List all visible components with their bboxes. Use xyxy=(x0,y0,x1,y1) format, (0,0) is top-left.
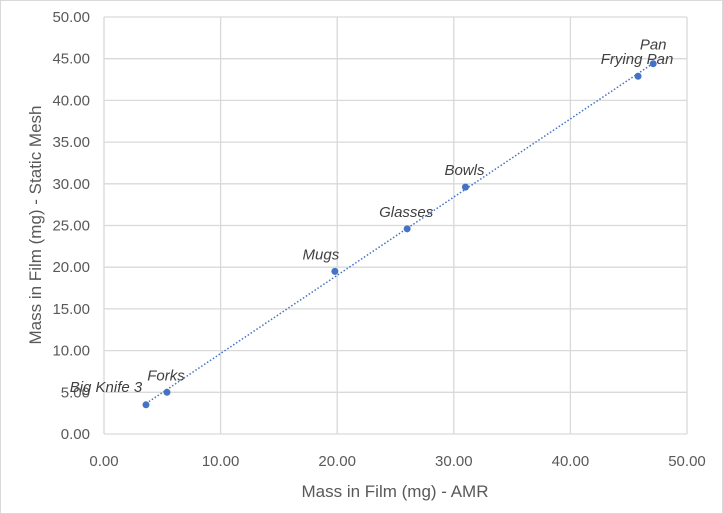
x-tick-label: 10.00 xyxy=(202,453,240,470)
trendline xyxy=(145,62,654,405)
x-tick-label: 30.00 xyxy=(435,453,473,470)
data-points xyxy=(142,60,657,409)
y-tick-label: 50.00 xyxy=(52,9,90,26)
data-point xyxy=(403,225,411,233)
x-axis-ticks: 0.00 10.00 20.00 30.00 40.00 50.00 xyxy=(89,453,705,470)
data-point xyxy=(634,72,642,80)
data-point xyxy=(142,401,150,409)
y-tick-label: 45.00 xyxy=(52,51,90,68)
data-point xyxy=(461,183,469,191)
data-label: Mugs xyxy=(303,246,340,263)
y-tick-label: 5.00 xyxy=(61,384,90,401)
y-tick-label: 20.00 xyxy=(52,259,90,276)
data-label: Bowls xyxy=(444,162,485,179)
x-tick-label: 40.00 xyxy=(552,453,590,470)
data-label: Forks xyxy=(147,367,185,384)
data-label: Frying Pan xyxy=(601,51,674,68)
y-tick-label: 25.00 xyxy=(52,218,90,235)
data-point xyxy=(649,60,657,68)
y-tick-label: 30.00 xyxy=(52,176,90,193)
data-point xyxy=(163,388,171,396)
x-tick-label: 20.00 xyxy=(318,453,356,470)
y-tick-label: 0.00 xyxy=(61,426,90,443)
x-axis-title: Mass in Film (mg) - AMR xyxy=(302,482,489,501)
data-point xyxy=(331,267,339,275)
data-label: Big Knife 3 xyxy=(70,379,143,396)
x-tick-label: 50.00 xyxy=(668,453,706,470)
gridlines xyxy=(103,16,688,435)
y-tick-label: 35.00 xyxy=(52,134,90,151)
x-tick-label: 0.00 xyxy=(89,453,118,470)
data-label: Pan xyxy=(640,37,667,54)
data-label: Glasses xyxy=(379,204,434,221)
y-tick-label: 10.00 xyxy=(52,343,90,360)
y-axis-ticks: 0.00 5.00 10.00 15.00 20.00 25.00 30.00 35.00 40… xyxy=(52,9,90,443)
y-axis-title: Mass in Film (mg) - Static Mesh xyxy=(26,106,45,345)
y-tick-label: 40.00 xyxy=(52,92,90,109)
y-tick-label: 15.00 xyxy=(52,301,90,318)
